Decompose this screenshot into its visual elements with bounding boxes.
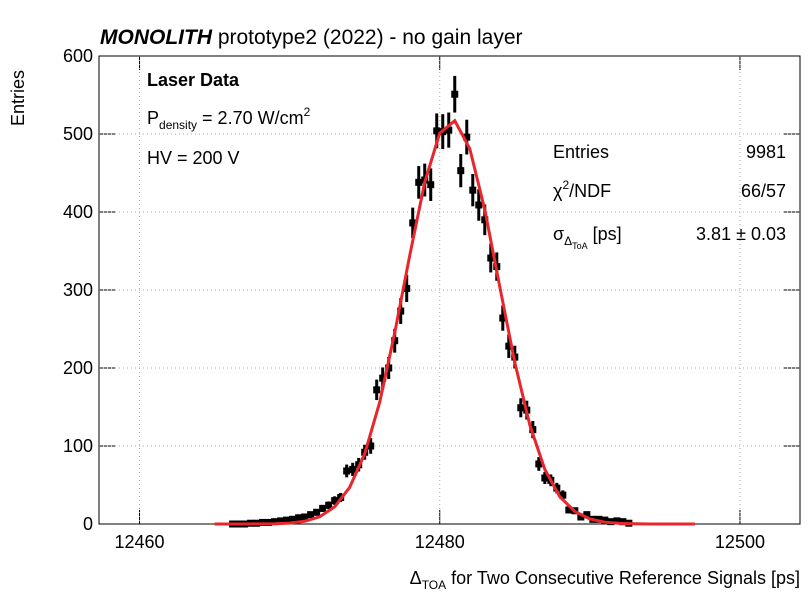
data-point [271, 518, 279, 526]
data-point [301, 513, 309, 521]
data-point [481, 216, 489, 224]
data-point [505, 342, 513, 350]
sigma-base: σ [553, 224, 564, 244]
data-point [613, 517, 621, 525]
y-tick-label: 500 [63, 124, 93, 144]
stats-chi-value: 66/57 [741, 181, 786, 201]
data-point [445, 126, 453, 134]
data-point [433, 127, 441, 135]
y-tick-label: 300 [63, 280, 93, 300]
sigma-subsub: ToA [572, 241, 588, 251]
data-point [535, 460, 543, 468]
data-point [415, 178, 423, 186]
data-point [577, 513, 585, 521]
data-point [397, 307, 405, 315]
data-point [457, 167, 465, 175]
sigma-sub: Δ [564, 234, 572, 248]
density-mid: = 2.70 W/cm [197, 108, 304, 128]
annotation-heading: Laser Data [147, 70, 240, 90]
sigma-rest: [ps] [588, 224, 622, 244]
data-point [487, 254, 495, 262]
data-point [583, 511, 591, 519]
x-tick-label: 12480 [415, 532, 465, 552]
stats-entries-label: Entries [553, 142, 609, 162]
data-point [331, 497, 339, 505]
data-point [451, 90, 459, 98]
data-point [463, 133, 471, 141]
data-point [349, 465, 357, 473]
title-rest: prototype2 (2022) - no gain layer [212, 26, 523, 49]
data-point [553, 484, 561, 492]
data-point [277, 517, 285, 525]
density-base: P [147, 108, 159, 128]
data-point [295, 514, 303, 522]
plot-frame [98, 55, 801, 525]
density-sub: density [159, 118, 197, 132]
data-point [403, 284, 411, 292]
data-point [595, 515, 603, 523]
data-point [601, 516, 609, 524]
stats-sigma-label: σΔToA [ps] [553, 224, 622, 251]
x-label-rest: for Two Consecutive Reference Signals [p… [446, 568, 800, 588]
data-point [385, 364, 393, 372]
data-point [619, 518, 627, 526]
x-tick-label: 12460 [114, 532, 164, 552]
data-point [409, 219, 417, 227]
y-tick-label: 400 [63, 202, 93, 222]
data-point [283, 516, 291, 524]
data-point [499, 314, 507, 322]
y-tick-label: 600 [63, 46, 93, 66]
annotation-density: Pdensity = 2.70 W/cm2 [147, 105, 311, 132]
chi-rest: /NDF [569, 181, 611, 201]
data-point [475, 201, 483, 209]
data-point [541, 474, 549, 482]
data-point [307, 511, 315, 519]
stats-entries-value: 9981 [746, 142, 786, 162]
title-bold: MONOLITH [100, 26, 213, 49]
annotation-hv: HV = 200 V [147, 148, 240, 168]
y-tick-label: 200 [63, 358, 93, 378]
density-sup: 2 [304, 105, 311, 119]
chi-sup: 2 [562, 178, 569, 192]
data-point [427, 181, 435, 189]
data-point [319, 504, 327, 512]
chart-title: MONOLITH prototype2 (2022) - no gain lay… [100, 26, 523, 49]
x-axis-label: ΔTOA for Two Consecutive Reference Signa… [410, 568, 800, 592]
data-point [313, 508, 321, 516]
stats-chi-label: χ2/NDF [553, 178, 611, 201]
stats-sigma-value: 3.81 ± 0.03 [696, 224, 786, 244]
data-point [367, 442, 375, 450]
data-point [391, 337, 399, 345]
data-point [325, 501, 333, 509]
data-point [517, 404, 525, 412]
data-point [559, 491, 567, 499]
chi-base: χ [553, 181, 563, 201]
y-tick-label: 100 [63, 436, 93, 456]
data-point [469, 186, 477, 194]
fit-curve [214, 118, 695, 526]
y-tick-label: 0 [83, 514, 93, 534]
data-point [373, 386, 381, 394]
data-point [343, 467, 351, 475]
data-point [565, 506, 573, 514]
x-tick-label: 12500 [715, 532, 765, 552]
x-label-symbol: Δ [410, 568, 422, 588]
y-axis-label: Entries [8, 70, 28, 126]
x-label-sub: TOA [422, 578, 446, 592]
data-point [379, 374, 387, 382]
data-point [289, 515, 297, 523]
